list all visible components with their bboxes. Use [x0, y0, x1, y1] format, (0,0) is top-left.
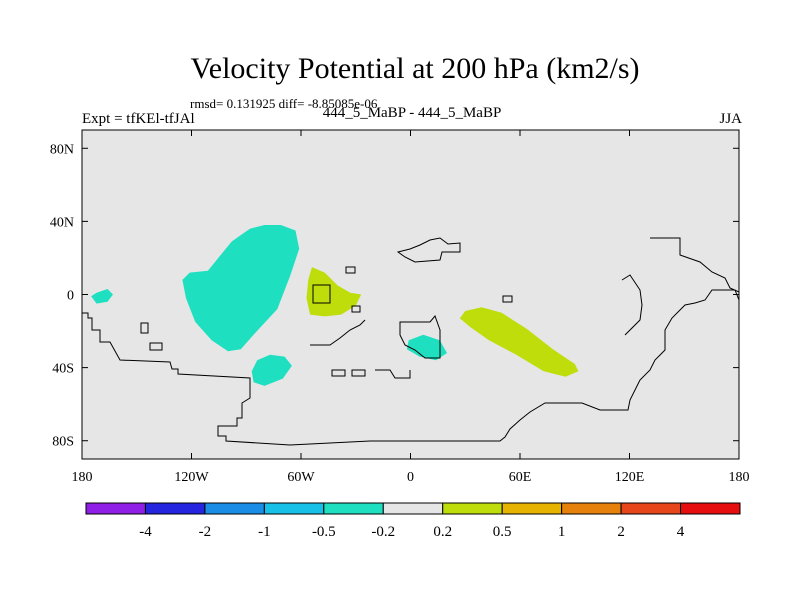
colorbar-swatch [382, 502, 444, 515]
island-small-3 [502, 295, 513, 303]
coastline-africa [399, 315, 441, 359]
island-small-5 [351, 305, 361, 313]
colorbar-label: 2 [617, 524, 625, 540]
colorbar-swatch [263, 502, 325, 515]
anomaly-regions [91, 225, 579, 386]
colorbar-label: 0.5 [493, 524, 512, 540]
map-ticks: 180 120W 60W 0 60E 120E 180 80N 40N 0 40S 80S [50, 130, 750, 485]
island-small-9 [375, 369, 411, 379]
case-label: 444_5_MaBP - 444_5_MaBP [322, 105, 502, 121]
colorbar-swatch [680, 502, 741, 515]
colorbar-label: 0.2 [433, 524, 452, 540]
season-label: JJA [719, 111, 742, 127]
lon-tick-label: 60E [509, 470, 532, 485]
coastline-antarctica [82, 289, 740, 446]
colorbar-swatch [561, 502, 622, 515]
coastline-eurasia [396, 237, 461, 263]
lon-tick-label: 60W [287, 470, 315, 485]
positive-anomaly-region [459, 307, 579, 377]
lon-tick-label: 180 [72, 470, 93, 485]
colorbar-label: 1 [558, 524, 566, 540]
island-small-8 [351, 369, 366, 377]
lat-tick-label: 80N [50, 142, 74, 157]
negative-anomaly-region [91, 289, 113, 304]
lon-tick-label: 0 [407, 470, 414, 485]
colorbar-swatch [204, 502, 265, 515]
negative-anomaly-region [182, 225, 300, 352]
lat-tick-label: 80S [52, 435, 74, 450]
colorbar: -4 -2 -1 -0.5 -0.2 0.2 0.5 1 2 4 [85, 502, 741, 540]
colorbar-label: -2 [199, 524, 212, 540]
lon-tick-label: 120W [174, 470, 209, 485]
colorbar-label: -1 [258, 524, 271, 540]
colorbar-swatch [620, 502, 682, 515]
island-small-4 [345, 266, 356, 274]
negative-anomaly-region [406, 334, 447, 361]
colorbar-label: -0.2 [371, 524, 395, 540]
colorbar-swatch [323, 502, 384, 515]
island-small-7 [331, 369, 346, 377]
lat-tick-label: 40N [50, 215, 74, 230]
plot-title: Velocity Potential at 200 hPa (km2/s) [190, 52, 640, 85]
negative-anomaly-region [251, 354, 292, 386]
colorbar-swatch [501, 502, 563, 515]
island-small-1 [140, 322, 149, 334]
coastline-asia-east [650, 237, 740, 293]
lon-tick-label: 180 [729, 470, 750, 485]
positive-anomaly-region [306, 267, 362, 317]
colorbar-label: 4 [677, 524, 685, 540]
colorbar-label: -4 [139, 524, 152, 540]
coastlines [82, 237, 740, 446]
coastline-south-america [312, 284, 331, 304]
island-small-6 [310, 319, 366, 346]
colorbar-label: -0.5 [312, 524, 336, 540]
lon-tick-label: 120E [615, 470, 645, 485]
rmsd-diff-subtitle: rmsd= 0.131925 diff= -8.85085e-06 [190, 96, 378, 111]
lat-tick-label: 0 [67, 289, 74, 304]
coastline-indonesia [621, 274, 643, 336]
island-small-2 [149, 342, 163, 351]
colorbar-swatch [144, 502, 206, 515]
colorbar-swatch [442, 502, 503, 515]
colorbar-swatch [85, 502, 146, 515]
lat-tick-label: 40S [52, 362, 74, 377]
experiment-label: Expt = tfKEl-tfJAl [82, 111, 195, 127]
